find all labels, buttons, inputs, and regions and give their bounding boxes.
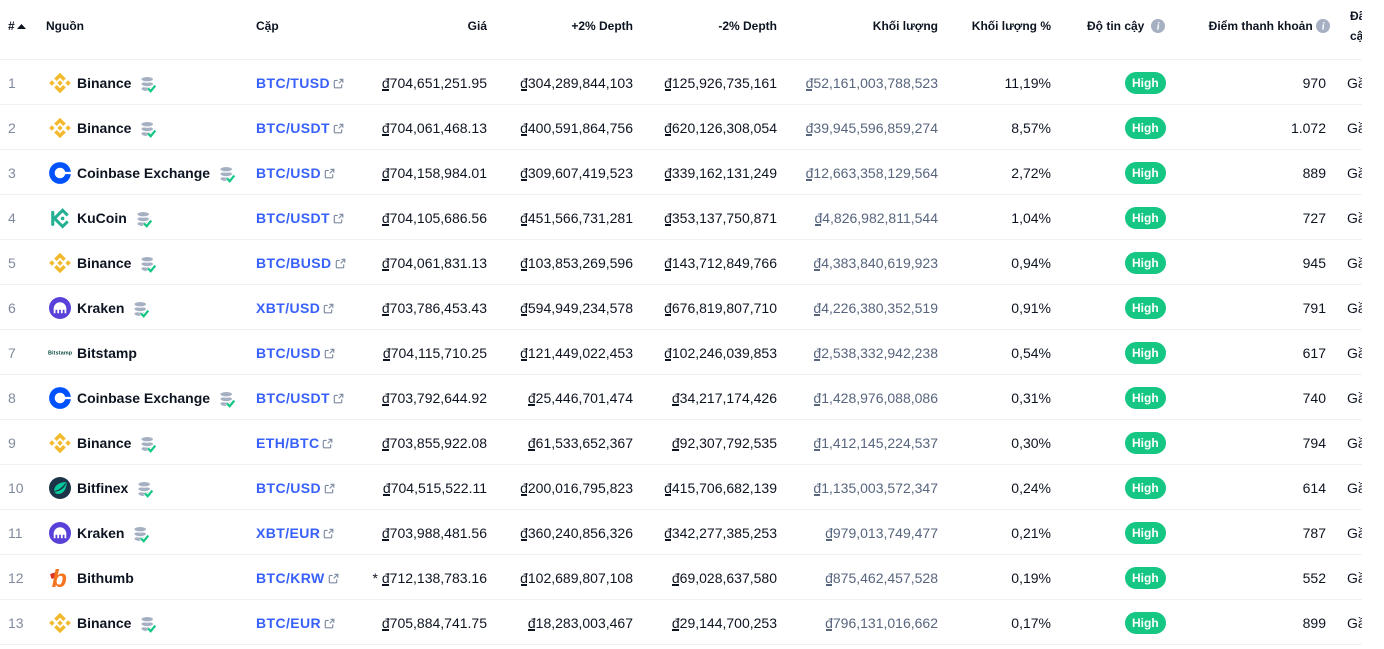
svg-text:b: b: [52, 566, 67, 590]
svg-text:i: i: [1157, 21, 1160, 32]
svg-text:i: i: [1322, 21, 1325, 32]
